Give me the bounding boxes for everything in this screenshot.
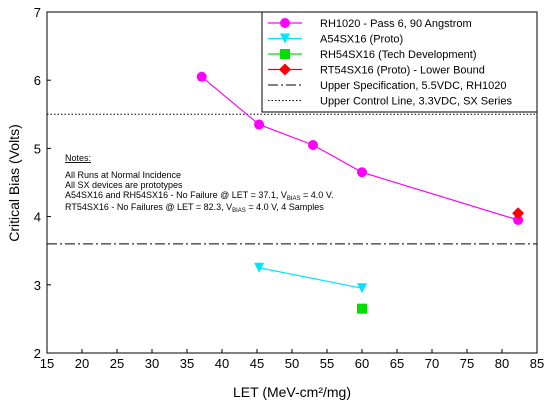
legend-label: RH1020 - Pass 6, 90 Angstrom [320, 18, 472, 30]
marker [196, 71, 207, 82]
series-line [258, 267, 363, 289]
marker [357, 283, 367, 294]
note-text: All Runs at Normal Incidence [65, 170, 181, 180]
marker [280, 18, 290, 28]
x-tick-label: 70 [425, 356, 439, 371]
legend-label: RH54SX16 (Tech Development) [320, 49, 477, 61]
x-tick-label: 80 [495, 356, 509, 371]
x-tick-label: 15 [40, 356, 54, 371]
marker [513, 215, 524, 226]
legend-box [261, 11, 538, 113]
marker [280, 49, 290, 59]
x-tick-label: 75 [460, 356, 474, 371]
legend-label: Upper Control Line, 3.3VDC, SX Series [320, 96, 512, 108]
marker [357, 167, 367, 178]
x-tick-label: 35 [180, 356, 194, 371]
marker [254, 262, 265, 273]
note-line: A54SX16 and RH54SX16 - No Failure @ LET … [65, 190, 334, 202]
x-tick-label: 25 [110, 356, 124, 371]
y-tick-label: 6 [34, 73, 41, 88]
note-text: All SX devices are prototypes [65, 180, 183, 190]
marker [280, 33, 290, 44]
x-tick-label: 65 [390, 356, 404, 371]
x-tick-label: 20 [75, 356, 89, 371]
legend-label: A54SX16 (Proto) [320, 34, 403, 46]
legend-label: RT54SX16 (Proto) - Lower Bound [320, 65, 485, 77]
y-tick-label: 2 [34, 346, 41, 361]
note-text: BIAS [232, 208, 246, 214]
x-tick-label: 50 [285, 356, 299, 371]
y-axis-label: Critical Bias (Volts) [6, 124, 22, 241]
y-tick-label: 7 [34, 5, 41, 20]
note-line: All Runs at Normal Incidence [65, 170, 181, 180]
note-line: All SX devices are prototypes [65, 180, 183, 190]
x-tick-label: 45 [250, 356, 264, 371]
note-text: = 4.0 V. [301, 190, 334, 200]
note-line: RT54SX16 - No Failures @ LET = 82.3, VBI… [65, 202, 324, 214]
notes-heading: Notes: [65, 153, 91, 163]
marker [357, 303, 367, 314]
y-tick-label: 5 [34, 141, 41, 156]
note-text: = 4.0 V, 4 Samples [246, 202, 324, 212]
marker [254, 119, 265, 130]
x-tick-label: 40 [215, 356, 229, 371]
marker [512, 207, 525, 220]
note-text: A54SX16 and RH54SX16 - No Failure @ LET … [65, 190, 287, 200]
y-tick-label: 4 [34, 210, 41, 225]
marker [308, 139, 318, 150]
x-tick-label: 85 [530, 356, 544, 371]
marker [279, 63, 291, 76]
note-text: RT54SX16 - No Failures @ LET = 82.3, V [65, 202, 232, 212]
note-text: BIAS [287, 196, 301, 202]
y-tick-label: 3 [34, 278, 41, 293]
x-tick-label: 60 [355, 356, 369, 371]
x-tick-label: 30 [145, 356, 159, 371]
x-axis-label: LET (MeV-cm²/mg) [233, 384, 351, 400]
x-tick-label: 55 [320, 356, 334, 371]
legend-label: Upper Specification, 5.5VDC, RH1020 [320, 80, 506, 92]
